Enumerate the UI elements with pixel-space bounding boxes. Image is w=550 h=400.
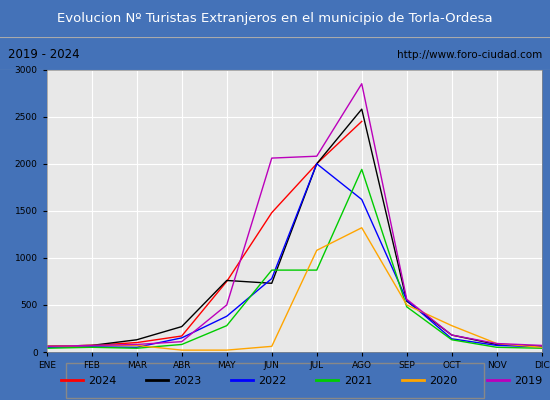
Text: 2021: 2021 [344, 376, 372, 386]
Text: Evolucion Nº Turistas Extranjeros en el municipio de Torla-Ordesa: Evolucion Nº Turistas Extranjeros en el … [57, 12, 493, 25]
Text: 2019 - 2024: 2019 - 2024 [8, 48, 80, 61]
Bar [66, 363, 484, 398]
Text: 2023: 2023 [173, 376, 201, 386]
Text: 2019: 2019 [514, 376, 542, 386]
Text: 2022: 2022 [258, 376, 287, 386]
Text: 2024: 2024 [88, 376, 117, 386]
Text: http://www.foro-ciudad.com: http://www.foro-ciudad.com [397, 50, 542, 60]
Text: 2020: 2020 [429, 376, 457, 386]
